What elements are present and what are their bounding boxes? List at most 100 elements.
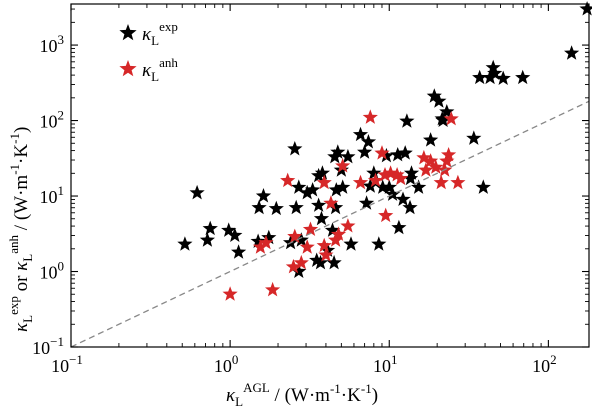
- data-point: [402, 199, 418, 215]
- data-point: [352, 174, 369, 190]
- data-point: [302, 221, 319, 236]
- data-point: [426, 88, 442, 103]
- data-point: [366, 165, 382, 180]
- plot-frame: [70, 3, 590, 348]
- data-point: [487, 65, 503, 80]
- data-point: [403, 165, 420, 180]
- data-point: [439, 104, 455, 119]
- data-point: [328, 182, 344, 197]
- data-point: [418, 162, 434, 177]
- data-point: [431, 93, 447, 108]
- data-point: [335, 179, 351, 194]
- data-point: [261, 229, 277, 245]
- axis-ticks: 10−1 100 101 102 10−1 100 101 102 103: [32, 4, 589, 376]
- x-tick-label: 102: [532, 352, 557, 376]
- data-point: [288, 199, 304, 215]
- data-point: [314, 165, 330, 180]
- data-point: [378, 207, 394, 223]
- data-point: [250, 233, 266, 248]
- data-point: [299, 184, 315, 200]
- data-point: [439, 153, 455, 168]
- x-axis-label: κLAGL / (W·m-1·K-1): [226, 380, 378, 408]
- data-point: [265, 281, 281, 297]
- data-point: [377, 167, 393, 182]
- data-point: [393, 170, 409, 186]
- data-point: [399, 113, 415, 128]
- data-point: [423, 132, 439, 147]
- data-point: [293, 232, 309, 247]
- data-point: [482, 69, 498, 85]
- data-point: [251, 199, 267, 215]
- data-point: [324, 222, 341, 237]
- data-point: [402, 170, 419, 186]
- axis-labels: κLAGL / (W·m-1·K-1) κLexp or κLanh / (W·m…: [6, 127, 378, 408]
- data-point: [495, 70, 511, 85]
- x-tick-label: 100: [214, 352, 239, 376]
- data-point: [433, 174, 449, 190]
- data-point: [441, 147, 457, 162]
- data-point: [316, 237, 332, 253]
- data-point: [318, 247, 334, 262]
- data-point: [360, 134, 377, 149]
- data-point: [202, 220, 218, 236]
- data-point: [293, 254, 309, 270]
- data-point: [435, 112, 451, 127]
- data-point: [291, 179, 307, 194]
- data-point: [221, 222, 237, 237]
- y-tick-label: 100: [40, 259, 65, 283]
- y-tick-label: 10−1: [32, 334, 64, 358]
- data-point: [579, 1, 592, 16]
- legend-marker: [119, 24, 137, 41]
- data-point: [389, 167, 405, 182]
- data-point: [199, 232, 215, 247]
- reference-line-layer: [70, 100, 590, 348]
- y-axis-label: κLexp or κLanh / (W·m-1·K-1): [6, 127, 35, 332]
- data-point: [189, 184, 205, 200]
- data-point: [362, 109, 378, 124]
- data-point: [385, 186, 401, 201]
- data-point: [564, 45, 580, 60]
- data-point: [299, 239, 315, 254]
- data-point: [268, 200, 284, 216]
- data-point: [375, 179, 391, 194]
- data-point: [227, 227, 243, 242]
- data-point: [423, 153, 439, 168]
- legend-marker: [119, 60, 137, 77]
- data-point: [280, 172, 296, 188]
- data-point: [485, 59, 501, 75]
- data-point: [428, 159, 444, 174]
- data-point: [378, 147, 394, 163]
- x-tick-label: 101: [373, 352, 398, 376]
- data-point: [411, 179, 427, 194]
- data-point: [252, 239, 268, 254]
- data-point: [381, 179, 397, 194]
- x-tick-label: 10−1: [51, 352, 83, 376]
- data-point: [416, 149, 432, 165]
- data-point: [287, 228, 303, 244]
- data-point: [352, 126, 369, 142]
- legend: κLexp κLanh: [119, 19, 178, 84]
- series-exp: [177, 1, 592, 278]
- y-tick-label: 101: [40, 183, 65, 207]
- data-point: [311, 167, 327, 183]
- data-point: [371, 236, 387, 251]
- data-point: [312, 254, 329, 270]
- reference-line-y-equals-x: [70, 100, 590, 348]
- data-point: [177, 236, 193, 251]
- data-point: [313, 210, 330, 226]
- data-point: [340, 148, 356, 164]
- data-point: [358, 195, 375, 210]
- data-point: [362, 178, 378, 193]
- y-tick-label: 103: [40, 32, 65, 56]
- data-point: [475, 179, 491, 194]
- data-point: [343, 236, 359, 251]
- data-point: [316, 174, 332, 190]
- data-point: [450, 174, 466, 190]
- data-point: [323, 195, 339, 210]
- data-point: [443, 111, 459, 126]
- data-point: [472, 69, 488, 85]
- data-point: [291, 263, 307, 278]
- data-point: [340, 218, 356, 233]
- data-point: [285, 258, 302, 274]
